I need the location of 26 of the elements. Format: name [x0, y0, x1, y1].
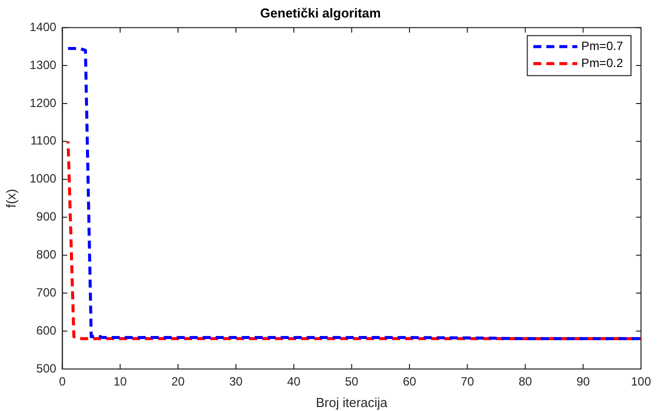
y-tick-label: 500 [36, 361, 57, 376]
y-tick-label: 600 [36, 323, 57, 338]
x-tick-label: 0 [58, 374, 66, 389]
x-tick-label: 50 [344, 374, 359, 389]
x-tick-label: 10 [113, 374, 128, 389]
y-tick-label: 1000 [30, 172, 57, 186]
y-tick-label: 1200 [30, 96, 57, 110]
x-tick-label: 40 [287, 374, 301, 389]
x-tick-label: 100 [630, 374, 652, 389]
y-tick-label: 800 [36, 248, 57, 262]
y-tick-label: 1300 [30, 58, 57, 72]
y-axis-title: f(x) [3, 188, 18, 208]
x-tick-label: 90 [576, 374, 590, 389]
x-tick-label: 80 [518, 374, 532, 389]
x-tick-label: 60 [402, 374, 417, 389]
x-tick-label: 20 [171, 374, 186, 389]
legend-label: Pm=0.2 [581, 56, 624, 70]
y-tick-label: 1400 [30, 20, 57, 34]
chart-title: Genetički algoritam [260, 5, 381, 20]
y-tick-label: 1100 [30, 134, 57, 148]
x-tick-label: 30 [229, 374, 243, 389]
x-axis-title: Broj iteracija [316, 394, 388, 410]
legend-label: Pm=0.7 [581, 38, 624, 53]
y-tick-label: 700 [36, 285, 57, 300]
x-tick-label: 70 [460, 374, 474, 389]
y-tick-label: 900 [36, 210, 57, 224]
